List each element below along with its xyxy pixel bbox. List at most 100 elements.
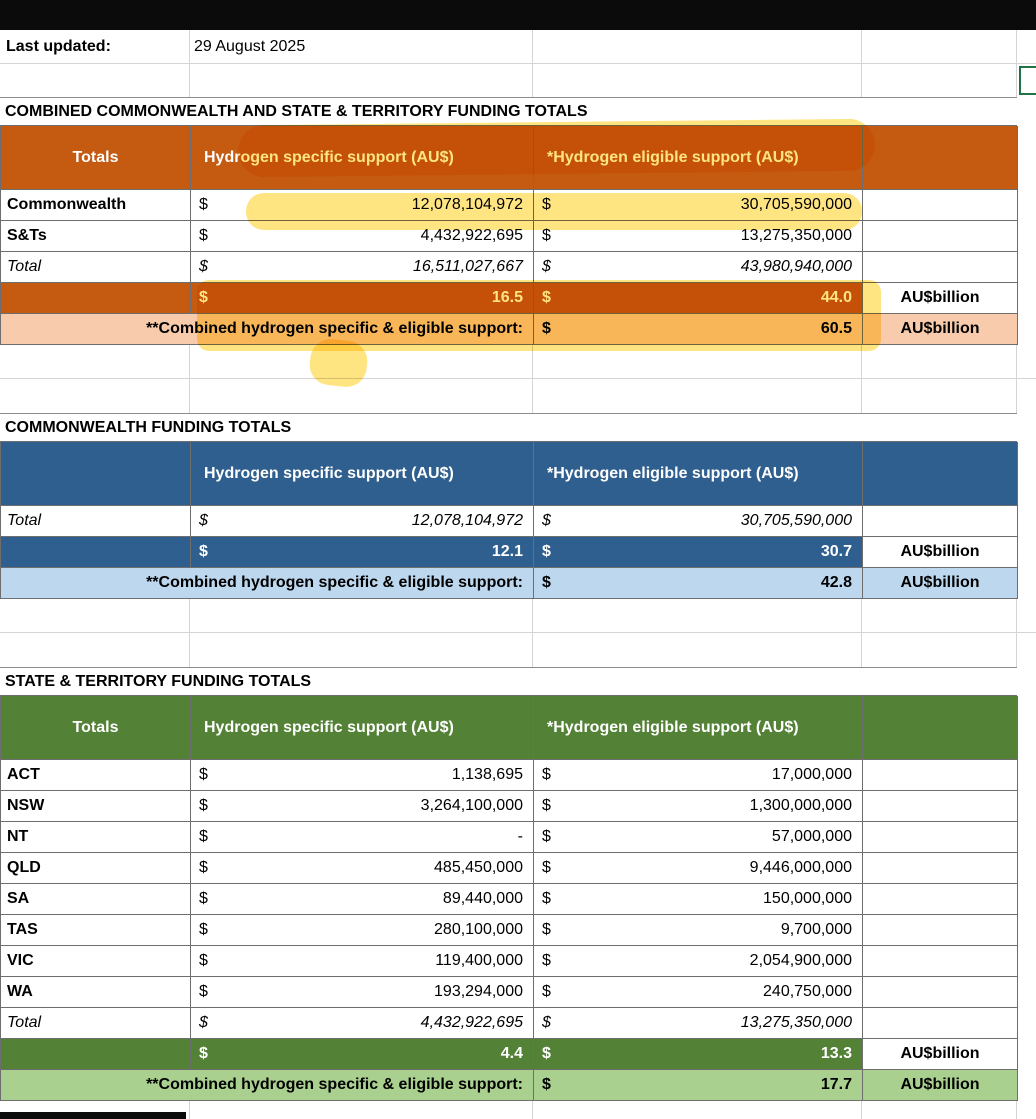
- totals-header-cell[interactable]: Totals: [1, 696, 191, 760]
- unit-cell[interactable]: AU$billion: [863, 314, 1018, 345]
- specific-billions-cell[interactable]: $ 12.1: [191, 537, 534, 568]
- empty-cell[interactable]: [190, 633, 533, 667]
- empty-cell[interactable]: [1, 1039, 191, 1070]
- eligible-header-cell[interactable]: *Hydrogen eligible support (AU$): [534, 126, 863, 190]
- combined-support-value-cell[interactable]: $ 17.7: [534, 1070, 863, 1101]
- eligible-amount-cell[interactable]: $13,275,350,000: [534, 1008, 863, 1039]
- combined-support-value-cell[interactable]: $ 42.8: [534, 568, 863, 599]
- unit-cell[interactable]: AU$billion: [863, 1070, 1018, 1101]
- empty-cell[interactable]: [533, 30, 862, 64]
- combined-support-label-cell[interactable]: **Combined hydrogen specific & eligible …: [1, 568, 534, 599]
- specific-header-cell[interactable]: Hydrogen specific support (AU$): [191, 126, 534, 190]
- eligible-billions-cell[interactable]: $ 44.0: [534, 283, 863, 314]
- specific-amount-cell[interactable]: $193,294,000: [191, 977, 534, 1008]
- empty-cell[interactable]: [190, 345, 533, 379]
- empty-cell[interactable]: [863, 946, 1018, 977]
- empty-cell[interactable]: [862, 1101, 1017, 1119]
- last-updated-value-cell[interactable]: 29 August 2025: [190, 30, 533, 64]
- row-label-cell[interactable]: NSW: [1, 791, 191, 822]
- last-updated-label-cell[interactable]: Last updated:: [0, 30, 190, 64]
- section-title-combined[interactable]: COMBINED COMMONWEALTH AND STATE & TERRIT…: [0, 97, 1017, 125]
- row-label-cell[interactable]: NT: [1, 822, 191, 853]
- specific-amount-cell[interactable]: $ 12,078,104,972: [191, 190, 534, 221]
- eligible-amount-cell[interactable]: $2,054,900,000: [534, 946, 863, 977]
- empty-cell[interactable]: [862, 64, 1017, 97]
- specific-amount-cell[interactable]: $ 4,432,922,695: [191, 221, 534, 252]
- empty-cell[interactable]: [190, 1101, 533, 1119]
- specific-amount-cell[interactable]: $89,440,000: [191, 884, 534, 915]
- empty-cell[interactable]: [863, 506, 1018, 537]
- eligible-header-cell[interactable]: *Hydrogen eligible support (AU$): [534, 696, 863, 760]
- unit-cell[interactable]: AU$billion: [863, 537, 1018, 568]
- specific-amount-cell[interactable]: $280,100,000: [191, 915, 534, 946]
- eligible-amount-cell[interactable]: $9,700,000: [534, 915, 863, 946]
- eligible-amount-cell[interactable]: $9,446,000,000: [534, 853, 863, 884]
- section-title-state[interactable]: STATE & TERRITORY FUNDING TOTALS: [0, 667, 1017, 695]
- empty-cell[interactable]: [863, 791, 1018, 822]
- empty-header-cell[interactable]: [863, 442, 1018, 506]
- empty-cell[interactable]: [0, 1101, 190, 1119]
- empty-cell[interactable]: [862, 30, 1017, 64]
- combined-support-label-cell[interactable]: **Combined hydrogen specific & eligible …: [1, 314, 534, 345]
- specific-amount-cell[interactable]: $119,400,000: [191, 946, 534, 977]
- empty-cell[interactable]: [533, 599, 862, 633]
- eligible-header-cell[interactable]: *Hydrogen eligible support (AU$): [534, 442, 863, 506]
- totals-header-cell[interactable]: Totals: [1, 126, 191, 190]
- row-label-cell[interactable]: VIC: [1, 946, 191, 977]
- empty-cell[interactable]: [0, 633, 190, 667]
- specific-amount-cell[interactable]: $1,138,695: [191, 760, 534, 791]
- empty-cell[interactable]: [533, 1101, 862, 1119]
- empty-cell[interactable]: [1, 283, 191, 314]
- empty-cell[interactable]: [863, 1008, 1018, 1039]
- empty-cell[interactable]: [862, 599, 1017, 633]
- eligible-amount-cell[interactable]: $ 30,705,590,000: [534, 506, 863, 537]
- empty-cell[interactable]: [863, 853, 1018, 884]
- combined-support-value-cell[interactable]: $ 60.5: [534, 314, 863, 345]
- empty-cell[interactable]: [0, 379, 190, 413]
- empty-cell[interactable]: [862, 345, 1017, 379]
- specific-amount-cell[interactable]: $4,432,922,695: [191, 1008, 534, 1039]
- empty-cell[interactable]: [862, 379, 1017, 413]
- empty-cell[interactable]: [190, 599, 533, 633]
- empty-cell[interactable]: [863, 822, 1018, 853]
- selected-cell-outline[interactable]: [1019, 66, 1036, 95]
- specific-amount-cell[interactable]: $ 12,078,104,972: [191, 506, 534, 537]
- eligible-amount-cell[interactable]: $240,750,000: [534, 977, 863, 1008]
- eligible-billions-cell[interactable]: $ 13.3: [534, 1039, 863, 1070]
- specific-amount-cell[interactable]: $ -: [191, 822, 534, 853]
- empty-cell[interactable]: [533, 633, 862, 667]
- specific-header-cell[interactable]: Hydrogen specific support (AU$): [191, 696, 534, 760]
- eligible-amount-cell[interactable]: $17,000,000: [534, 760, 863, 791]
- specific-amount-cell[interactable]: $485,450,000: [191, 853, 534, 884]
- row-label-cell[interactable]: Total: [1, 252, 191, 283]
- row-label-cell[interactable]: TAS: [1, 915, 191, 946]
- eligible-amount-cell[interactable]: $ 43,980,940,000: [534, 252, 863, 283]
- eligible-amount-cell[interactable]: $57,000,000: [534, 822, 863, 853]
- specific-billions-cell[interactable]: $ 4.4: [191, 1039, 534, 1070]
- empty-cell[interactable]: [1, 537, 191, 568]
- row-label-cell[interactable]: ACT: [1, 760, 191, 791]
- combined-support-label-cell[interactable]: **Combined hydrogen specific & eligible …: [1, 1070, 534, 1101]
- empty-header-cell[interactable]: [863, 126, 1018, 190]
- empty-cell[interactable]: [0, 345, 190, 379]
- empty-header-cell[interactable]: [863, 696, 1018, 760]
- unit-cell[interactable]: AU$billion: [863, 283, 1018, 314]
- row-label-cell[interactable]: Total: [1, 1008, 191, 1039]
- unit-cell[interactable]: AU$billion: [863, 1039, 1018, 1070]
- empty-cell[interactable]: [533, 64, 862, 97]
- empty-cell[interactable]: [533, 379, 862, 413]
- row-label-cell[interactable]: S&Ts: [1, 221, 191, 252]
- row-label-cell[interactable]: Total: [1, 506, 191, 537]
- empty-cell[interactable]: [863, 977, 1018, 1008]
- empty-cell[interactable]: [863, 190, 1018, 221]
- empty-cell[interactable]: [533, 345, 862, 379]
- unit-cell[interactable]: AU$billion: [863, 568, 1018, 599]
- specific-billions-cell[interactable]: $ 16.5: [191, 283, 534, 314]
- specific-header-cell[interactable]: Hydrogen specific support (AU$): [191, 442, 534, 506]
- row-label-cell[interactable]: WA: [1, 977, 191, 1008]
- eligible-amount-cell[interactable]: $ 13,275,350,000: [534, 221, 863, 252]
- empty-cell[interactable]: [863, 252, 1018, 283]
- eligible-amount-cell[interactable]: $150,000,000: [534, 884, 863, 915]
- empty-cell[interactable]: [862, 633, 1017, 667]
- eligible-amount-cell[interactable]: $ 30,705,590,000: [534, 190, 863, 221]
